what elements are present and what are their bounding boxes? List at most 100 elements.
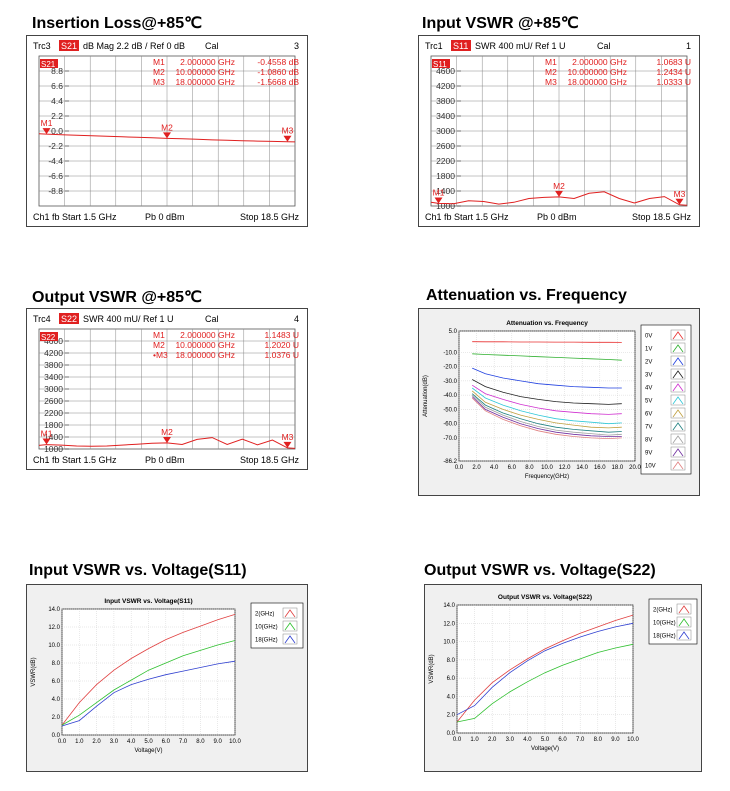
- footer-start: Ch1 fb Start 1.5 GHz: [425, 212, 509, 222]
- chart-title: Output VSWR vs. Voltage(S22): [498, 594, 592, 601]
- x-tick-label: 16.0: [594, 465, 606, 471]
- x-tick-label: 3.0: [110, 739, 119, 745]
- marker-table-freq: 2.000000 GHz: [180, 330, 235, 340]
- y-tick-label: -40.0: [443, 393, 457, 399]
- y-axis-label: Attenuation(dB): [423, 375, 429, 417]
- legend-swatch: [672, 409, 684, 418]
- legend-swatch: [678, 631, 690, 640]
- legend-swatch: [672, 448, 684, 457]
- marker-table-value: 1.2434 U: [657, 67, 692, 77]
- x-tick-label: 2.0: [472, 465, 481, 471]
- x-tick-label: 18.0: [612, 465, 624, 471]
- marker-table-value: -1.5668 dB: [257, 77, 299, 87]
- footer-start: Ch1 fb Start 1.5 GHz: [33, 212, 117, 222]
- legend-label: 10V: [645, 464, 656, 470]
- x-tick-label: 10.0: [229, 739, 241, 745]
- y-tick-label: 12.0: [443, 621, 455, 627]
- x-tick-label: 1.0: [470, 737, 479, 743]
- x-tick-label: 4.0: [490, 465, 499, 471]
- legend-swatch-frame: [670, 459, 686, 471]
- marker-table-freq: 18.000000 GHz: [567, 77, 627, 87]
- y-tick-label: -6.6: [48, 171, 63, 181]
- legend-swatch-frame: [670, 381, 686, 393]
- trace-label: Trc4: [33, 314, 51, 324]
- x-tick-label: 9.0: [214, 739, 223, 745]
- marker-m1: [434, 197, 443, 204]
- marker-table-freq: 18.000000 GHz: [175, 350, 235, 360]
- param-label: S22: [61, 314, 77, 324]
- marker-label: M1: [41, 118, 53, 128]
- marker-label: M3: [282, 432, 294, 442]
- marker-table-value: 1.0683 U: [657, 57, 692, 67]
- marker-m3: [283, 135, 292, 142]
- legend-swatch-frame: [676, 603, 692, 615]
- y-tick-label: 1400: [44, 432, 63, 442]
- param-badge: [59, 313, 79, 324]
- x-axis-label: Voltage(V): [134, 748, 162, 754]
- series-line: [472, 367, 622, 389]
- marker-table-value: 1.0376 U: [265, 350, 300, 360]
- trace-number: 4: [294, 314, 299, 324]
- y-tick-label: -2.2: [48, 141, 63, 151]
- x-tick-label: 0.0: [455, 465, 464, 471]
- y-tick-label: -30.0: [443, 379, 457, 385]
- y-tick-label: -10.0: [443, 350, 457, 356]
- legend-label: 8V: [645, 438, 652, 444]
- series-line: [61, 660, 236, 727]
- legend-label: 9V: [645, 451, 652, 457]
- param-label: S21: [61, 41, 77, 51]
- legend-label: 18(GHz): [255, 638, 278, 644]
- vna-chart-insertion-loss: Trc3 S21 dB Mag 2.2 dB / Ref 0 dB Cal 3 8.8 6.…: [33, 40, 300, 222]
- series-line: [471, 397, 622, 440]
- y-tick-label: 8.0: [447, 658, 456, 664]
- series-line: [456, 622, 634, 716]
- param-badge: [451, 40, 471, 51]
- x-tick-label: 8.0: [196, 739, 205, 745]
- y-tick-label: 2200: [44, 408, 63, 418]
- legend-label: 4V: [645, 386, 652, 392]
- series-line: [472, 379, 622, 405]
- plot-panel-input-vswr-voltage: Input VSWR vs. Voltage(S11) 0.0 1.0 2.0 3.0 4…: [26, 584, 308, 772]
- footer-stop: Stop 18.5 GHz: [240, 212, 300, 222]
- marker-table-name: M1: [545, 57, 557, 67]
- title-output-vswr: Output VSWR @+85℃: [32, 289, 203, 306]
- y-tick-label: 3800: [436, 96, 455, 106]
- marker-table-name: M3: [545, 77, 557, 87]
- marker-m3: [283, 441, 292, 448]
- x-tick-label: 1.0: [75, 739, 84, 745]
- y-tick-label: 3000: [436, 126, 455, 136]
- x-tick-label: 12.0: [559, 465, 571, 471]
- y-tick-label: 3000: [44, 384, 63, 394]
- marker-table-value: 1.0333 U: [657, 77, 692, 87]
- legend-swatch: [672, 435, 684, 444]
- x-tick-label: 9.0: [611, 737, 620, 743]
- format-label: dB Mag 2.2 dB / Ref 0 dB: [83, 41, 185, 51]
- legend-label: 2V: [645, 360, 652, 366]
- y-tick-label: -50.0: [443, 407, 457, 413]
- footer-stop: Stop 18.5 GHz: [240, 455, 300, 465]
- y-axis-label: VSWR(dB): [31, 657, 37, 686]
- legend-label: 7V: [645, 425, 652, 431]
- y-tick-label: 4200: [44, 348, 63, 358]
- ref-badge: [40, 59, 58, 68]
- marker-m2: [555, 190, 563, 197]
- x-tick-label: 6.0: [558, 737, 567, 743]
- y-tick-label: 10.0: [443, 640, 455, 646]
- ref-badge-label: S11: [433, 60, 447, 69]
- x-tick-label: 4.0: [523, 737, 532, 743]
- ref-badge-label: S22: [41, 333, 56, 342]
- y-tick-label: 5.0: [449, 329, 458, 335]
- marker-label: M2: [161, 122, 173, 132]
- y-tick-label: 3400: [436, 111, 455, 121]
- marker-label: M3: [282, 126, 294, 136]
- marker-m3: [675, 198, 684, 205]
- y-tick-label: 6.0: [447, 676, 456, 682]
- x-tick-label: 20.0: [629, 465, 641, 471]
- title-attenuation: Attenuation vs. Frequency: [426, 287, 627, 304]
- legend-swatch-frame: [670, 394, 686, 406]
- legend-label: 5V: [645, 399, 652, 405]
- y-tick-label: 2.0: [447, 713, 456, 719]
- marker-table-value: -1.0860 dB: [257, 67, 299, 77]
